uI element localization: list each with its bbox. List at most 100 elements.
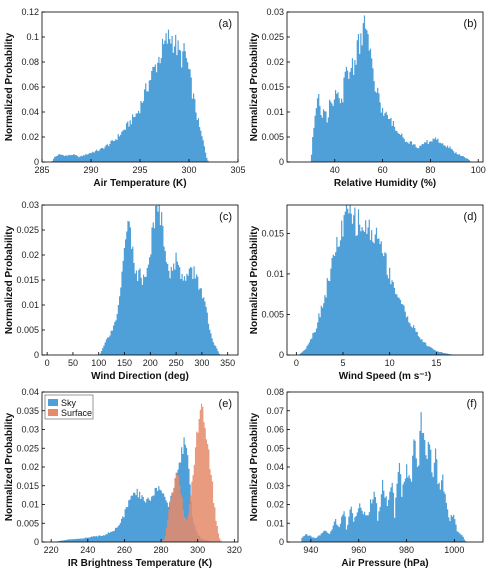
- x-tick-label: 50: [68, 358, 78, 368]
- y-tick-label: 0.015: [261, 82, 284, 92]
- panel-label: (a): [219, 18, 232, 30]
- y-tick-label: 0.015: [16, 275, 39, 285]
- x-tick-label: 40: [330, 165, 340, 175]
- y-axis-label: Normalized Probability: [4, 412, 15, 521]
- y-tick-label: 0.025: [16, 443, 39, 453]
- x-tick-label: 300: [190, 545, 205, 555]
- legend-swatch-surface: [48, 409, 58, 416]
- y-tick-label: 0.03: [266, 481, 284, 491]
- y-tick-label: 0.08: [266, 387, 284, 397]
- y-tick-label: 0.005: [16, 325, 39, 335]
- histogram-series-p3: [99, 205, 220, 355]
- y-tick-label: 0.035: [16, 406, 39, 416]
- histogram-series-p6: [301, 412, 467, 542]
- y-axis-label: Normalized Probability: [4, 32, 15, 141]
- y-tick-label: 0.07: [266, 406, 284, 416]
- x-tick-label: 940: [303, 545, 318, 555]
- legend-label-sky: Sky: [61, 398, 77, 408]
- panel-4: 0 5 10 15 0 0.005 0.01 0.015 Wind Speed (m s⁻¹) N…: [249, 204, 484, 382]
- x-tick-label: 980: [399, 545, 414, 555]
- x-axis-label: Air Pressure (hPa): [341, 558, 428, 569]
- y-tick-label: 0.02: [266, 57, 284, 67]
- y-axis-label: Normalized Probability: [4, 225, 15, 334]
- y-tick-label: 0.06: [266, 425, 284, 435]
- x-axis-label: Wind Direction (deg): [91, 371, 189, 382]
- y-tick-label: 0.04: [21, 107, 39, 117]
- y-tick-label: 0.05: [266, 443, 284, 453]
- y-tick-label: 0.015: [16, 481, 39, 491]
- x-tick-label: 295: [132, 165, 147, 175]
- y-tick-label: 0.04: [266, 462, 284, 472]
- panel-3: 0 50 100 150 200 250 300 350 0 0.005 0.01 0.015 0.02…: [4, 200, 239, 382]
- y-tick-label: 0: [279, 350, 284, 360]
- x-tick-label: 80: [425, 165, 435, 175]
- legend-label-surface: Surface: [61, 408, 92, 418]
- panel-6: 940 960 980 1000 0 0.01 0.02 0.03 0.04 0.05 0.06 0.…: [249, 387, 484, 569]
- x-axis-label: Wind Speed (m s⁻¹): [339, 371, 431, 382]
- y-tick-label: 0.01: [266, 107, 284, 117]
- x-tick-label: 290: [83, 165, 98, 175]
- y-tick-label: 0: [34, 537, 39, 547]
- x-axis-label: IR Brightness Temperature (K): [68, 558, 212, 569]
- y-tick-label: 0: [34, 157, 39, 167]
- panel-label: (b): [464, 18, 477, 30]
- x-tick-label: 60: [378, 165, 388, 175]
- histogram-series-p4: [299, 205, 455, 355]
- x-tick-label: 100: [91, 358, 106, 368]
- x-tick-label: 150: [117, 358, 132, 368]
- y-tick-label: 0.005: [16, 518, 39, 528]
- panel-5: 220 240 260 280 300 320 0 0.005 0.01 0.015 0.02 0.0…: [4, 387, 242, 569]
- x-tick-label: 220: [44, 545, 59, 555]
- y-tick-label: 0.02: [21, 132, 39, 142]
- y-tick-label: 0.025: [16, 225, 39, 235]
- y-tick-label: 0.01: [21, 300, 39, 310]
- x-tick-label: 0: [294, 358, 299, 368]
- y-tick-label: 0.04: [21, 387, 39, 397]
- y-tick-label: 0.1: [26, 32, 39, 42]
- y-tick-label: 0.025: [261, 32, 284, 42]
- panel-2: 40 60 80 100 0 0.005 0.01 0.015 0.02 0.025 0.03 Rel…: [249, 7, 486, 189]
- y-axis-label: Normalized Probability: [249, 32, 260, 141]
- legend-swatch-sky: [48, 399, 58, 406]
- y-tick-label: 0.03: [266, 7, 284, 17]
- panel-label: (d): [464, 211, 477, 223]
- y-tick-label: 0.12: [21, 7, 39, 17]
- x-tick-label: 350: [220, 358, 235, 368]
- y-axis-label: Normalized Probability: [249, 225, 260, 334]
- panel-label: (c): [219, 211, 232, 223]
- x-tick-label: 300: [194, 358, 209, 368]
- axes-box: [286, 204, 484, 356]
- y-tick-label: 0.08: [21, 57, 39, 67]
- y-tick-label: 0: [34, 350, 39, 360]
- y-tick-label: 0.01: [266, 518, 284, 528]
- y-tick-label: 0.06: [21, 82, 39, 92]
- x-tick-label: 15: [431, 358, 441, 368]
- x-axis-label: Air Temperature (K): [93, 178, 186, 189]
- histogram-series-p1: [51, 29, 209, 162]
- x-tick-label: 260: [117, 545, 132, 555]
- y-tick-label: 0.02: [21, 250, 39, 260]
- x-tick-label: 960: [351, 545, 366, 555]
- histogram-series-p2: [310, 15, 472, 162]
- x-tick-label: 320: [227, 545, 242, 555]
- x-tick-label: 285: [34, 165, 49, 175]
- x-tick-label: 305: [230, 165, 245, 175]
- x-axis-label: Relative Humidity (%): [334, 178, 436, 189]
- x-tick-label: 240: [80, 545, 95, 555]
- y-tick-label: 0.02: [21, 462, 39, 472]
- x-tick-label: 200: [143, 358, 158, 368]
- panel-1: 285 290 295 300 305 0 0.02 0.04 0.06 0.08 0.1 0.12 A…: [4, 7, 246, 189]
- x-tick-label: 300: [181, 165, 196, 175]
- y-tick-label: 0.005: [261, 309, 284, 319]
- y-axis-label: Normalized Probability: [249, 412, 260, 521]
- x-tick-label: 280: [154, 545, 169, 555]
- y-tick-label: 0.03: [21, 200, 39, 210]
- x-tick-label: 250: [169, 358, 184, 368]
- y-tick-label: 0.01: [266, 269, 284, 279]
- panel-label: (f): [467, 398, 477, 410]
- y-tick-label: 0.005: [261, 132, 284, 142]
- y-tick-label: 0.01: [21, 500, 39, 510]
- y-tick-label: 0.02: [266, 500, 284, 510]
- x-tick-label: 0: [45, 358, 50, 368]
